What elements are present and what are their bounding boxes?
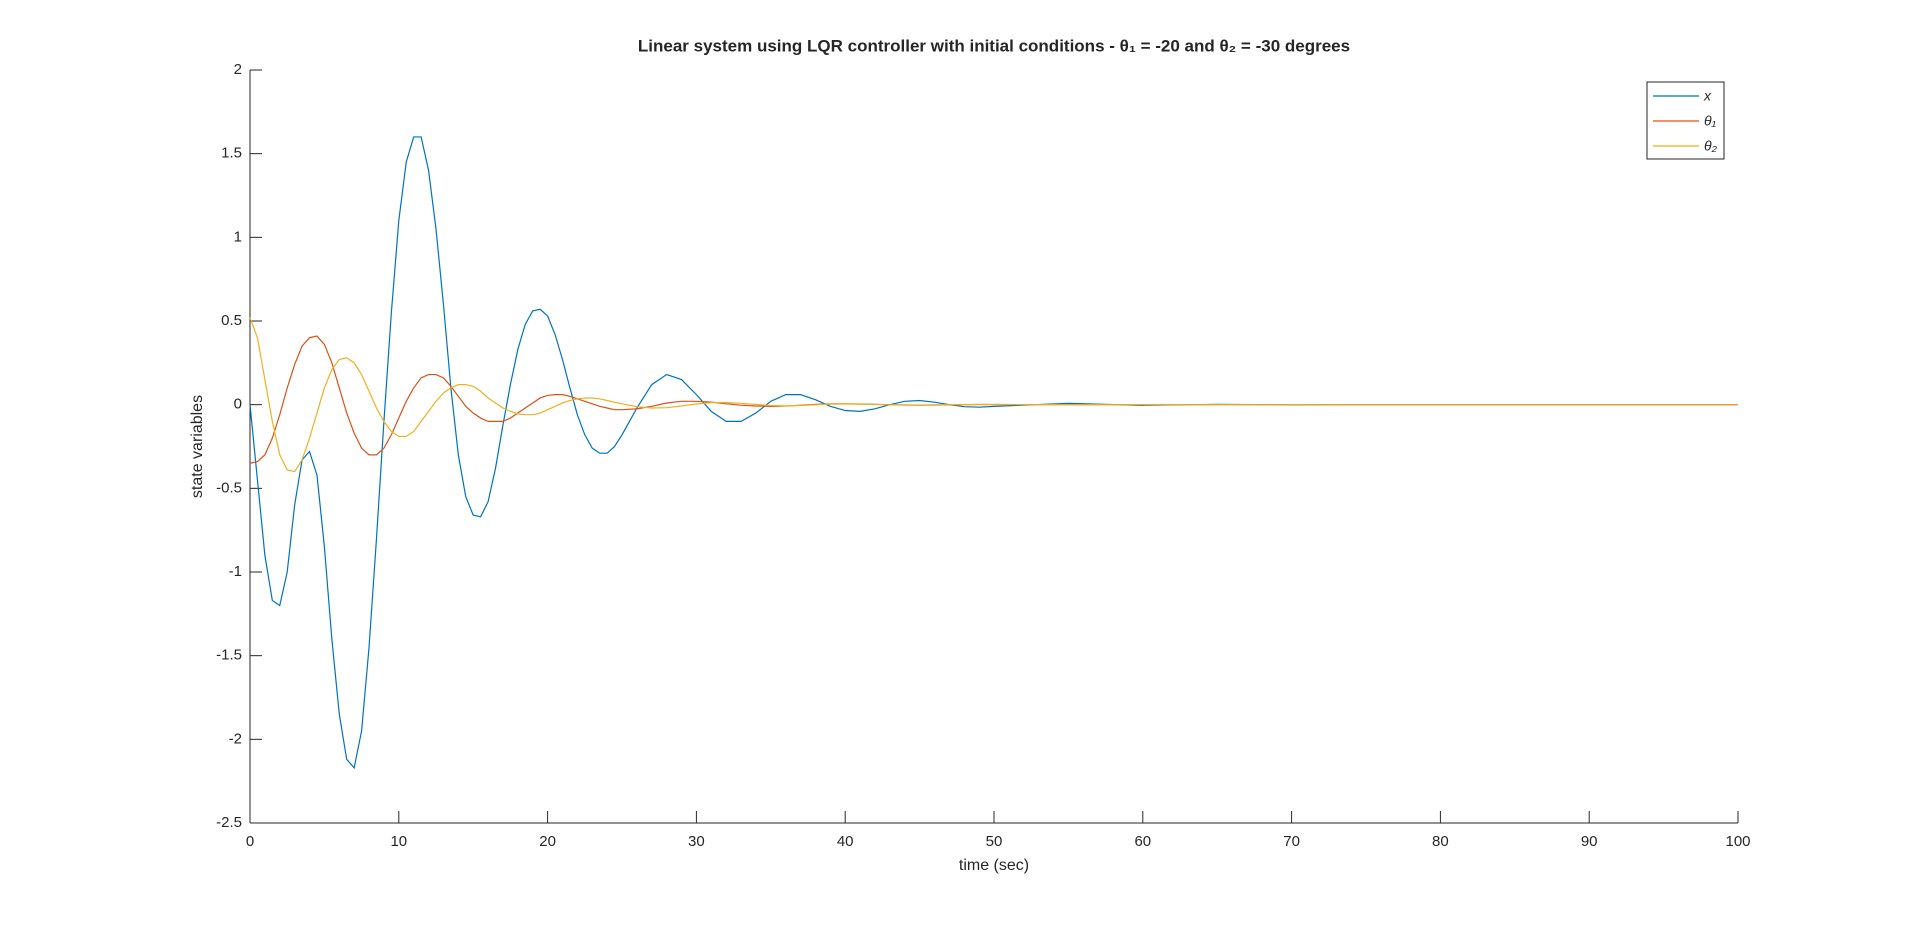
x-tick-label: 50 (986, 833, 1003, 850)
legend-label: x (1703, 88, 1712, 104)
y-tick-label: -2 (229, 730, 242, 747)
y-tick-label: 2 (234, 61, 242, 78)
y-tick-label: -1.5 (216, 647, 242, 664)
x-tick-label: 60 (1134, 833, 1151, 850)
series-line (249, 335, 1738, 464)
chart-title: Linear system using LQR controller with … (638, 36, 1350, 55)
x-tick-label: 70 (1283, 833, 1300, 850)
series-line (249, 136, 1738, 770)
x-tick-label: 40 (837, 833, 854, 850)
x-tick-label: 20 (539, 833, 556, 850)
x-tick-label: 100 (1725, 833, 1750, 850)
x-tick-label: 90 (1581, 833, 1598, 850)
y-tick-label: 1.5 (221, 145, 242, 162)
x-tick-label: 0 (246, 833, 254, 850)
series-line (249, 317, 1738, 473)
y-tick-label: -0.5 (216, 479, 242, 496)
y-tick-label: -2.5 (216, 814, 242, 831)
y-tick-label: 0.5 (221, 312, 242, 329)
y-axis-label: state variables (189, 395, 206, 498)
legend-label: θ₂ (1704, 138, 1718, 154)
y-tick-label: -1 (229, 563, 242, 580)
x-tick-label: 30 (688, 833, 705, 850)
y-tick-label: 0 (234, 396, 242, 413)
x-axis-label: time (sec) (959, 857, 1029, 874)
y-tick-label: 1 (234, 228, 242, 245)
x-tick-label: 10 (390, 833, 407, 850)
x-tick-label: 80 (1432, 833, 1449, 850)
legend-label: θ₁ (1704, 113, 1717, 129)
